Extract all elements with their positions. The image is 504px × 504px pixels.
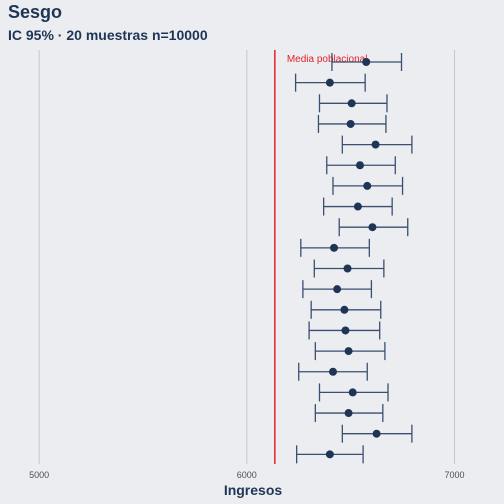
- sample-point-7: [363, 181, 372, 190]
- sample-point-18: [344, 409, 353, 418]
- sample-point-8: [353, 202, 362, 211]
- x-tick-labels: 5000 6000 7000: [29, 470, 464, 480]
- sample-point-13: [340, 305, 349, 314]
- error-bars: [294, 53, 413, 464]
- reference-line-label: Media poblacional: [287, 54, 368, 65]
- chart-title: Sesgo: [8, 2, 62, 22]
- sample-point-20: [325, 450, 334, 459]
- x-tick-label-6000: 6000: [237, 470, 257, 480]
- x-tick-label-7000: 7000: [444, 470, 464, 480]
- x-axis-title: Ingresos: [224, 482, 283, 498]
- sample-point-5: [371, 140, 380, 149]
- sample-point-6: [355, 161, 364, 170]
- sample-point-14: [341, 326, 350, 335]
- reference-line: Media poblacional: [274, 50, 368, 464]
- sample-point-19: [372, 429, 381, 438]
- gridlines: [38, 50, 455, 464]
- sample-point-1: [362, 58, 371, 66]
- sample-point-2: [325, 78, 334, 87]
- sample-point-3: [347, 99, 356, 108]
- sample-point-17: [348, 388, 357, 397]
- sample-point-12: [333, 285, 342, 294]
- sample-point-4: [346, 119, 355, 128]
- sample-point-9: [368, 223, 377, 232]
- sample-point-16: [328, 367, 337, 376]
- sample-point-11: [343, 264, 352, 273]
- chart-subtitle: IC 95% · 20 muestras n=10000: [8, 27, 208, 43]
- x-tick-label-5000: 5000: [29, 470, 49, 480]
- sample-point-15: [344, 347, 353, 356]
- sample-point-10: [330, 243, 339, 252]
- sample-points: [325, 58, 381, 459]
